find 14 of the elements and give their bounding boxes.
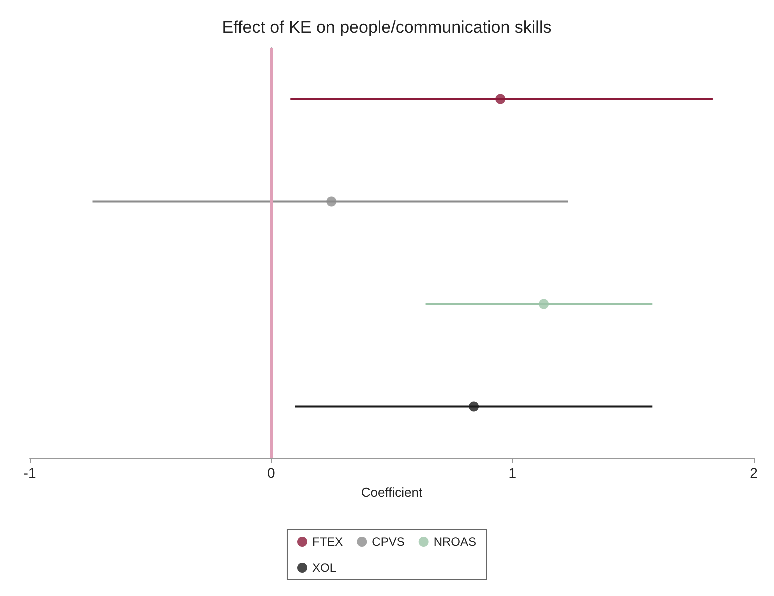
point bbox=[469, 402, 480, 412]
x-tick-label: 2 bbox=[750, 465, 758, 481]
legend-label: XOL bbox=[312, 561, 337, 575]
chart-title: Effect of KE on people/communication skills bbox=[222, 18, 552, 37]
legend-label: NROAS bbox=[434, 535, 477, 549]
legend-label: CPVS bbox=[372, 535, 405, 549]
point bbox=[496, 94, 506, 104]
point bbox=[326, 196, 337, 207]
point bbox=[539, 299, 550, 310]
legend-label: FTEX bbox=[312, 535, 344, 549]
x-tick-label: 0 bbox=[267, 465, 276, 481]
x-tick-label: 1 bbox=[508, 465, 517, 481]
x-axis-title: Coefficient bbox=[361, 485, 423, 500]
x-tick-label: -1 bbox=[24, 465, 36, 481]
